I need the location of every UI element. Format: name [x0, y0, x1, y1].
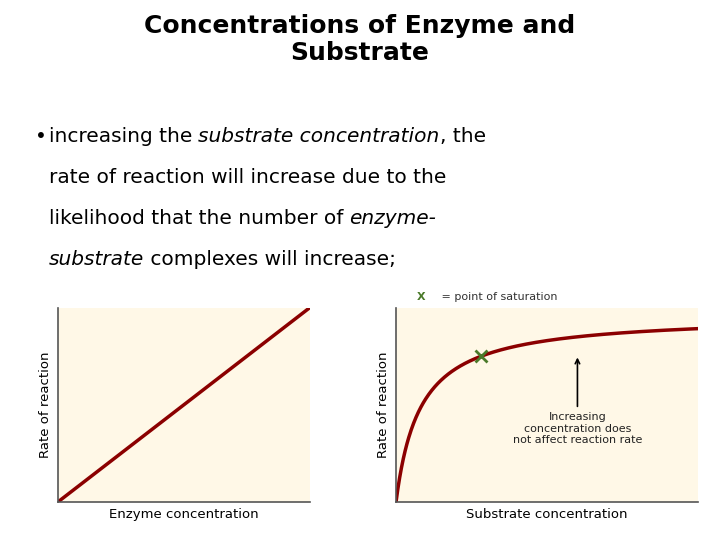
Text: Increasing
concentration does
not affect reaction rate: Increasing concentration does not affect… [513, 359, 642, 445]
Text: •: • [35, 127, 48, 146]
Text: substrate concentration: substrate concentration [199, 127, 440, 146]
Text: = point of saturation: = point of saturation [438, 292, 558, 302]
Y-axis label: Rate of reaction: Rate of reaction [39, 352, 52, 458]
X-axis label: Enzyme concentration: Enzyme concentration [109, 508, 258, 521]
Text: , the: , the [440, 127, 486, 146]
Text: likelihood that the number of: likelihood that the number of [49, 210, 349, 228]
Text: Substrate: Substrate [291, 40, 429, 64]
Text: X: X [417, 292, 426, 302]
X-axis label: Substrate concentration: Substrate concentration [467, 508, 628, 521]
Text: Concentrations of Enzyme and: Concentrations of Enzyme and [145, 14, 575, 37]
Text: substrate: substrate [49, 251, 144, 269]
Text: increasing the: increasing the [49, 127, 199, 146]
Text: rate of reaction will increase due to the: rate of reaction will increase due to th… [49, 168, 446, 187]
Y-axis label: Rate of reaction: Rate of reaction [377, 352, 390, 458]
Text: complexes will increase;: complexes will increase; [144, 251, 396, 269]
Text: enzyme-: enzyme- [349, 210, 436, 228]
